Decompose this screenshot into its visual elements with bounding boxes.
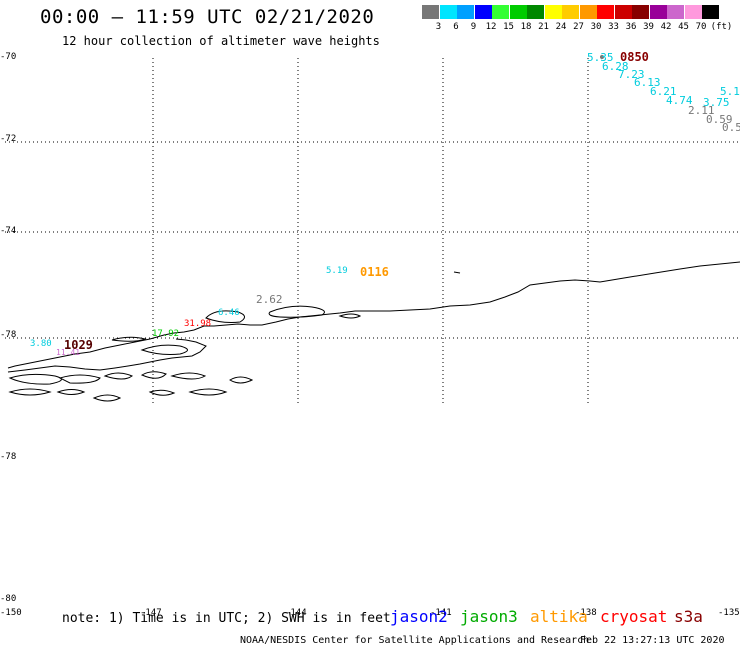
wave-height-label: 11.41 [56,348,81,357]
scale-label: 30 [590,22,602,32]
legend-s3a: s3a [674,607,703,626]
lat-label: -74 [0,226,17,236]
scale-swatch [649,5,667,19]
wave-height-label: 5.19 [720,85,740,98]
page-subtitle: 12 hour collection of altimeter wave hei… [62,34,380,48]
scale-unit: (ft) [710,22,733,32]
grid-lines [5,58,740,406]
lat-label: -78 [0,452,17,462]
wave-height-label: 6.46 [218,308,240,318]
wave-height-label: 4.74 [666,94,693,107]
scale-swatch [579,5,597,19]
scale-label: 12 [485,22,497,32]
scale-swatch [614,5,632,19]
scale-swatch [632,5,649,19]
scale-swatch [684,5,702,19]
scale-label: 39 [643,22,654,32]
scale-label: 15 [503,22,514,32]
scale-label: 36 [625,22,637,32]
scale-swatch [667,5,684,19]
legend-altika: altika [530,607,588,626]
wave-height-label: 7.23 [618,68,645,81]
lat-label: -72 [0,134,17,144]
lat-label: -70 [0,52,17,62]
scale-swatch [597,5,614,19]
lon-label: -135 [718,608,740,618]
lon-label: -147 [140,608,162,618]
wave-height-label: 6.28 [602,60,629,73]
scale-label: 18 [520,22,532,32]
wave-height-label: 0.5 [722,121,740,134]
legend-cryosat: cryosat [600,607,668,626]
scale-swatch [492,5,509,19]
lon-label: -150 [0,608,22,618]
scale-swatch [527,5,544,19]
scale-swatch [544,5,562,19]
lon-label: -141 [430,608,452,618]
legend-jason3: jason3 [460,607,518,626]
track-point [600,55,604,59]
coastline [7,261,740,402]
lat-label: -80 [0,594,17,604]
scale-swatch [439,5,457,19]
time-label: 0116 [360,265,389,279]
scale-swatch [509,5,527,19]
generated-timestamp: Feb 22 13:27:13 UTC 2020 [580,635,725,646]
wave-height-label: 2.62 [256,293,283,306]
wave-height-label: 3.75 [703,96,730,109]
scale-swatch [562,5,579,19]
lon-label: -138 [575,608,597,618]
scale-swatch [457,5,474,19]
wave-height-label: 6.21 [650,85,677,98]
footnote: note: 1) Time is in UTC; 2) SWH is in fe… [62,611,391,626]
scale-label: 27 [573,22,584,32]
time-label: 0850 [620,50,649,64]
time-label: 1029 [64,338,93,352]
scale-label: 24 [555,22,567,32]
lat-label: -78 [0,330,17,340]
wave-height-label: 0.59 [706,113,733,126]
credit-line: NOAA/NESDIS Center for Satellite Applica… [240,635,590,646]
scale-label: 42 [660,22,672,32]
page-title: 00:00 – 11:59 UTC 02/21/2020 [40,6,375,28]
scale-label: 70 [695,22,707,32]
wave-height-label: 5.19 [326,266,348,276]
scale-swatch [422,5,439,19]
scale-swatch [474,5,492,19]
wave-height-label: 31.98 [184,319,212,329]
scale-label: 6 [453,22,459,32]
wave-height-label: 2.11 [688,104,715,117]
scale-label: 33 [608,22,619,32]
scale-label: 3 [435,22,442,32]
legend-jason2: jason2 [390,607,448,626]
scale-label: 45 [678,22,689,32]
scale-label: 21 [538,22,549,32]
wave-height-label: 5.35 [587,51,614,64]
wave-height-label: 17.92 [152,329,180,339]
scale-swatch [702,5,719,19]
wave-height-label: 3.80 [30,339,52,349]
lon-label: -144 [285,608,307,618]
scale-label: 9 [470,22,477,32]
wave-height-label: 6.13 [634,76,661,89]
